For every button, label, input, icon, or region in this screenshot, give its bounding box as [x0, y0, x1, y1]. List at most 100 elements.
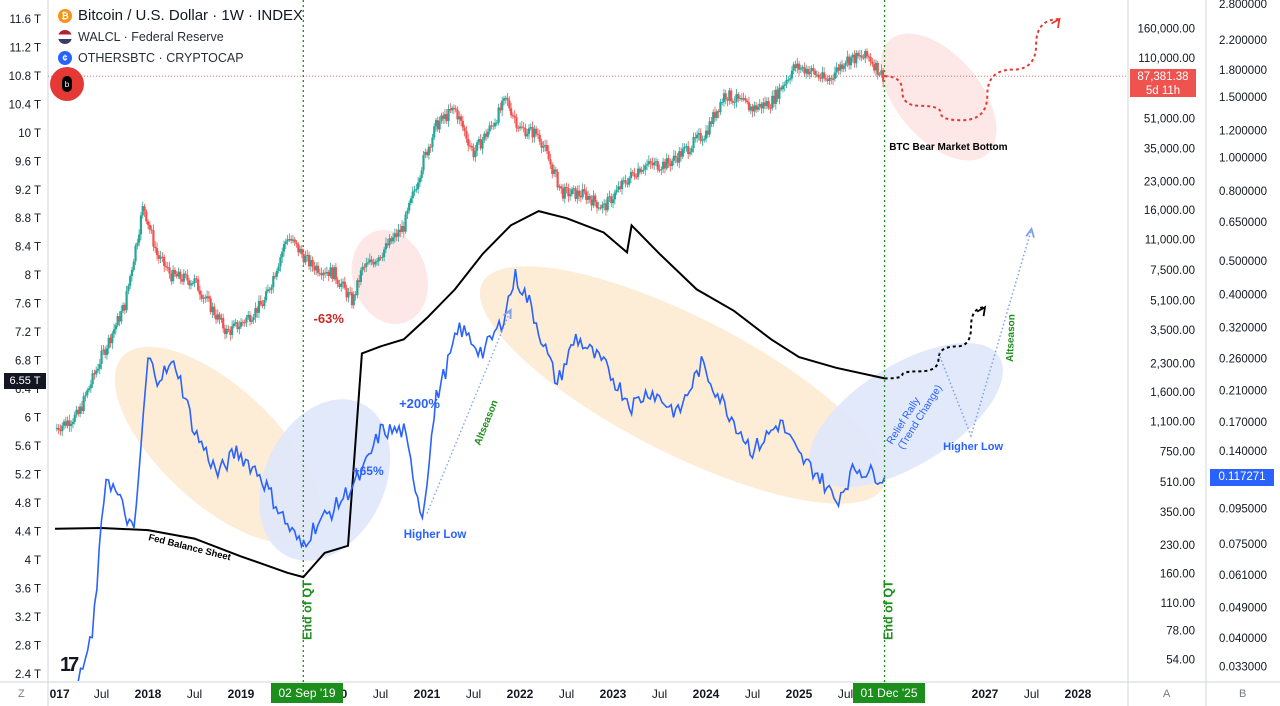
- axis-button-z[interactable]: Z: [18, 688, 25, 700]
- others-axis-tick: 2.200000: [1219, 35, 1267, 47]
- btc-candle: [316, 265, 320, 273]
- btc-candle: [640, 169, 643, 173]
- btc-candle: [245, 317, 248, 323]
- others-axis-tick: 0.500000: [1219, 256, 1267, 268]
- left-axis-tick: 10 T: [18, 128, 41, 140]
- btc-candle: [715, 111, 718, 119]
- others-axis-tick: 1.200000: [1219, 125, 1267, 137]
- btc-candle: [322, 272, 325, 276]
- btc-candle: [586, 196, 590, 200]
- btc-candle: [286, 239, 289, 242]
- legend-walcl[interactable]: WALCL · Federal Reserve: [58, 26, 303, 47]
- btc-candle: [780, 87, 783, 90]
- btc-candle: [329, 267, 332, 277]
- btc-candle: [747, 102, 751, 111]
- btc-candle: [82, 396, 85, 412]
- btc-candle: [232, 323, 236, 327]
- blue-zone-2019: [259, 399, 391, 561]
- price-axis-tick: 11,000.00: [1145, 235, 1195, 247]
- time-axis-tick: Jul: [466, 687, 481, 701]
- price-axis-tick: 1,600.00: [1150, 387, 1195, 399]
- btc-candle: [116, 316, 119, 326]
- legend-others[interactable]: ¢ OTHERSBTC · CRYPTOCAP: [58, 47, 303, 68]
- btc-candle: [361, 266, 364, 271]
- btc-candle: [882, 70, 885, 82]
- btc-candle: [824, 78, 827, 80]
- btc-candle: [817, 74, 820, 78]
- btc-candle: [325, 271, 329, 274]
- btc-candle: [121, 304, 125, 311]
- btc-candle: [449, 108, 452, 111]
- bear-bottom-label: BTC Bear Market Bottom: [889, 142, 1007, 153]
- btc-candle: [420, 170, 423, 179]
- others-axis-tick: 0.800000: [1219, 186, 1267, 198]
- btc-candle: [656, 161, 659, 170]
- btc-candle: [797, 63, 801, 70]
- btc-candle: [463, 127, 466, 131]
- btc-candle: [379, 257, 382, 259]
- btc-candle: [127, 285, 130, 292]
- btc-candle: [518, 126, 522, 129]
- legend-btc[interactable]: ₿ Bitcoin / U.S. Dollar · 1W · INDEX: [58, 5, 303, 26]
- btc-candle: [545, 145, 548, 152]
- btc-candle: [388, 238, 391, 246]
- price-axis-tick: 510.00: [1160, 477, 1195, 489]
- btc-candle: [756, 106, 760, 110]
- btc-candle: [490, 125, 493, 127]
- btc-candle: [635, 176, 638, 178]
- btc-candle: [61, 425, 64, 432]
- axis-button-b[interactable]: B: [1239, 688, 1247, 700]
- btc-candle: [109, 337, 112, 344]
- btc-candle: [188, 280, 191, 286]
- btc-candle: [459, 116, 463, 121]
- btc-candle: [399, 229, 402, 232]
- btc-candle: [604, 203, 608, 211]
- left-axis-tick: 3.6 T: [15, 583, 41, 595]
- btc-candle: [107, 337, 110, 349]
- btc-candle: [406, 210, 409, 215]
- btc-candle: [692, 137, 695, 149]
- btc-candle: [102, 349, 105, 351]
- btc-candle: [295, 242, 298, 245]
- btc-candle: [535, 128, 538, 134]
- btc-candle: [225, 328, 228, 335]
- btc-candle: [851, 54, 854, 58]
- btc-candle: [268, 289, 271, 291]
- left-axis-tick: 7.6 T: [15, 299, 41, 311]
- btc-candle: [159, 256, 162, 259]
- btc-candle: [726, 99, 729, 101]
- btc-candle: [563, 186, 566, 199]
- btc-candle: [55, 427, 58, 430]
- btc-candle: [180, 279, 184, 282]
- axes-layer: 11.6 T 11.2 T 10.8 T 10.4 T 10 T 9.6 T 9.2 T 8.…: [9, 0, 1267, 701]
- btc-candle: [529, 127, 532, 129]
- axis-button-a[interactable]: A: [1163, 688, 1171, 700]
- btc-candle: [456, 109, 459, 120]
- btc-candle: [483, 133, 486, 140]
- btc-candle: [384, 243, 388, 250]
- btc-candle: [136, 242, 139, 246]
- price-axis-tick: 54.00: [1166, 654, 1195, 666]
- btc-candle: [132, 261, 135, 270]
- btc-candle: [672, 155, 675, 161]
- tradingview-logo-icon[interactable]: 17: [60, 654, 79, 676]
- btc-candle: [708, 121, 711, 135]
- left-axis-tick: 4.4 T: [15, 527, 41, 539]
- alert-badge[interactable]: b: [50, 67, 84, 101]
- btc-candle: [431, 137, 434, 148]
- altseason-arrowhead-2021: [502, 308, 512, 320]
- btc-candle: [837, 67, 840, 71]
- btc-candle: [434, 120, 438, 127]
- btc-candle: [377, 257, 380, 262]
- btc-candle: [205, 296, 209, 299]
- btc-candle: [418, 178, 422, 183]
- btc-candle: [275, 271, 278, 277]
- btc-candle: [706, 130, 709, 135]
- btc-candle: [334, 267, 337, 280]
- btc-candle: [703, 138, 706, 141]
- left-axis-tick: 3.2 T: [15, 612, 41, 624]
- others-axis-tick: 0.061000: [1219, 570, 1267, 582]
- btc-candle: [66, 420, 69, 426]
- others-axis-tick: 0.095000: [1219, 504, 1267, 516]
- btc-candle: [552, 169, 556, 174]
